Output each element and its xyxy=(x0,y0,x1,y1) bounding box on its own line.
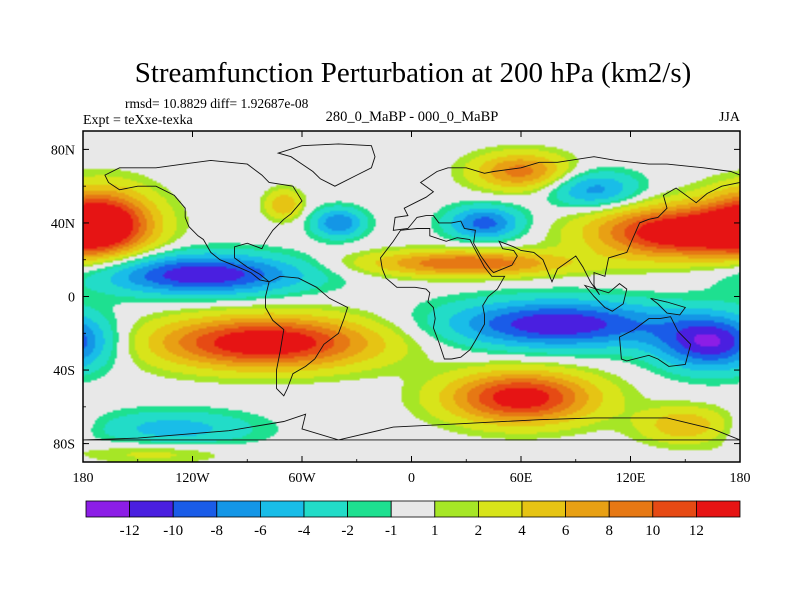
colorbar-swatch xyxy=(390,500,436,518)
colorbar-label: 2 xyxy=(475,523,483,539)
colorbar-label: 4 xyxy=(518,523,526,539)
experiment-label: Expt = teXxe-texka xyxy=(83,113,194,128)
colorbar-swatch xyxy=(347,500,392,518)
colorbar-label: -1 xyxy=(385,523,398,539)
colorbar-label: -4 xyxy=(298,523,311,539)
colorbar-label: 12 xyxy=(689,523,704,539)
colorbar-label: -12 xyxy=(120,523,140,539)
colorbar-label: -6 xyxy=(254,523,267,539)
colorbar: -12 -10 -8 -6 -4 -2 -1 1 2 4 6 8 10 12 xyxy=(85,500,741,539)
y-tick-label: 40N xyxy=(51,217,75,232)
streamfunction-field xyxy=(83,131,740,462)
colorbar-swatch xyxy=(565,500,610,518)
x-tick-label: 0 xyxy=(408,471,415,486)
x-tick-label: 180 xyxy=(73,471,94,486)
colorbar-swatch xyxy=(477,500,523,518)
colorbar-swatch xyxy=(696,500,741,518)
colorbar-swatch xyxy=(216,500,261,518)
colorbar-swatch xyxy=(129,500,174,518)
colorbar-label: -2 xyxy=(341,523,354,539)
outline-africa xyxy=(380,228,506,360)
outline-antarctica-coast xyxy=(82,413,741,441)
x-tick-label: 120W xyxy=(175,471,210,486)
map-area xyxy=(82,130,741,463)
y-tick-label: 40S xyxy=(53,364,75,379)
colorbar-label: 8 xyxy=(605,523,613,539)
outline-south-america xyxy=(265,275,349,397)
x-tick-label: 120E xyxy=(616,471,646,486)
outline-north-america xyxy=(104,159,303,283)
colorbar-label: 10 xyxy=(645,523,660,539)
y-tick-label: 80S xyxy=(53,438,75,453)
outline-australia xyxy=(619,316,692,367)
season-label: JJA xyxy=(719,110,741,125)
outline-greenland xyxy=(276,143,376,187)
outline-new-guinea xyxy=(650,297,687,316)
chart-title: Streamfunction Perturbation at 200 hPa (… xyxy=(135,57,692,89)
colorbar-swatch xyxy=(521,500,566,518)
x-tick-label: 60E xyxy=(510,471,533,486)
outline-eurasia xyxy=(392,156,741,295)
outline-borneo-sumatra xyxy=(583,283,628,312)
x-tick-label: 60W xyxy=(288,471,316,486)
x-tick-label: 180 xyxy=(730,471,751,486)
colorbar-swatch xyxy=(652,500,697,518)
colorbar-label: 6 xyxy=(562,523,570,539)
y-tick-label: 0 xyxy=(68,291,75,306)
y-tick-label: 80N xyxy=(51,143,75,158)
colorbar-label: -10 xyxy=(163,523,183,539)
colorbar-swatch xyxy=(608,500,654,518)
colorbar-label: -8 xyxy=(211,523,224,539)
colorbar-swatch xyxy=(434,500,479,518)
colorbar-swatch xyxy=(172,500,218,518)
colorbar-swatch xyxy=(303,500,348,518)
colorbar-label: 1 xyxy=(431,523,439,539)
colorbar-swatch xyxy=(85,500,130,518)
chart-subtitle: 280_0_MaBP - 000_0_MaBP xyxy=(326,109,499,125)
map-axes: 180 120W 60W 0 60E 120E 180 80N 40N 0 40S 80S xyxy=(51,131,751,486)
stats-label: rmsd= 10.8829 diff= 1.92687e-08 xyxy=(125,96,309,111)
colorbar-swatch xyxy=(259,500,305,518)
continent-outlines xyxy=(82,143,741,441)
